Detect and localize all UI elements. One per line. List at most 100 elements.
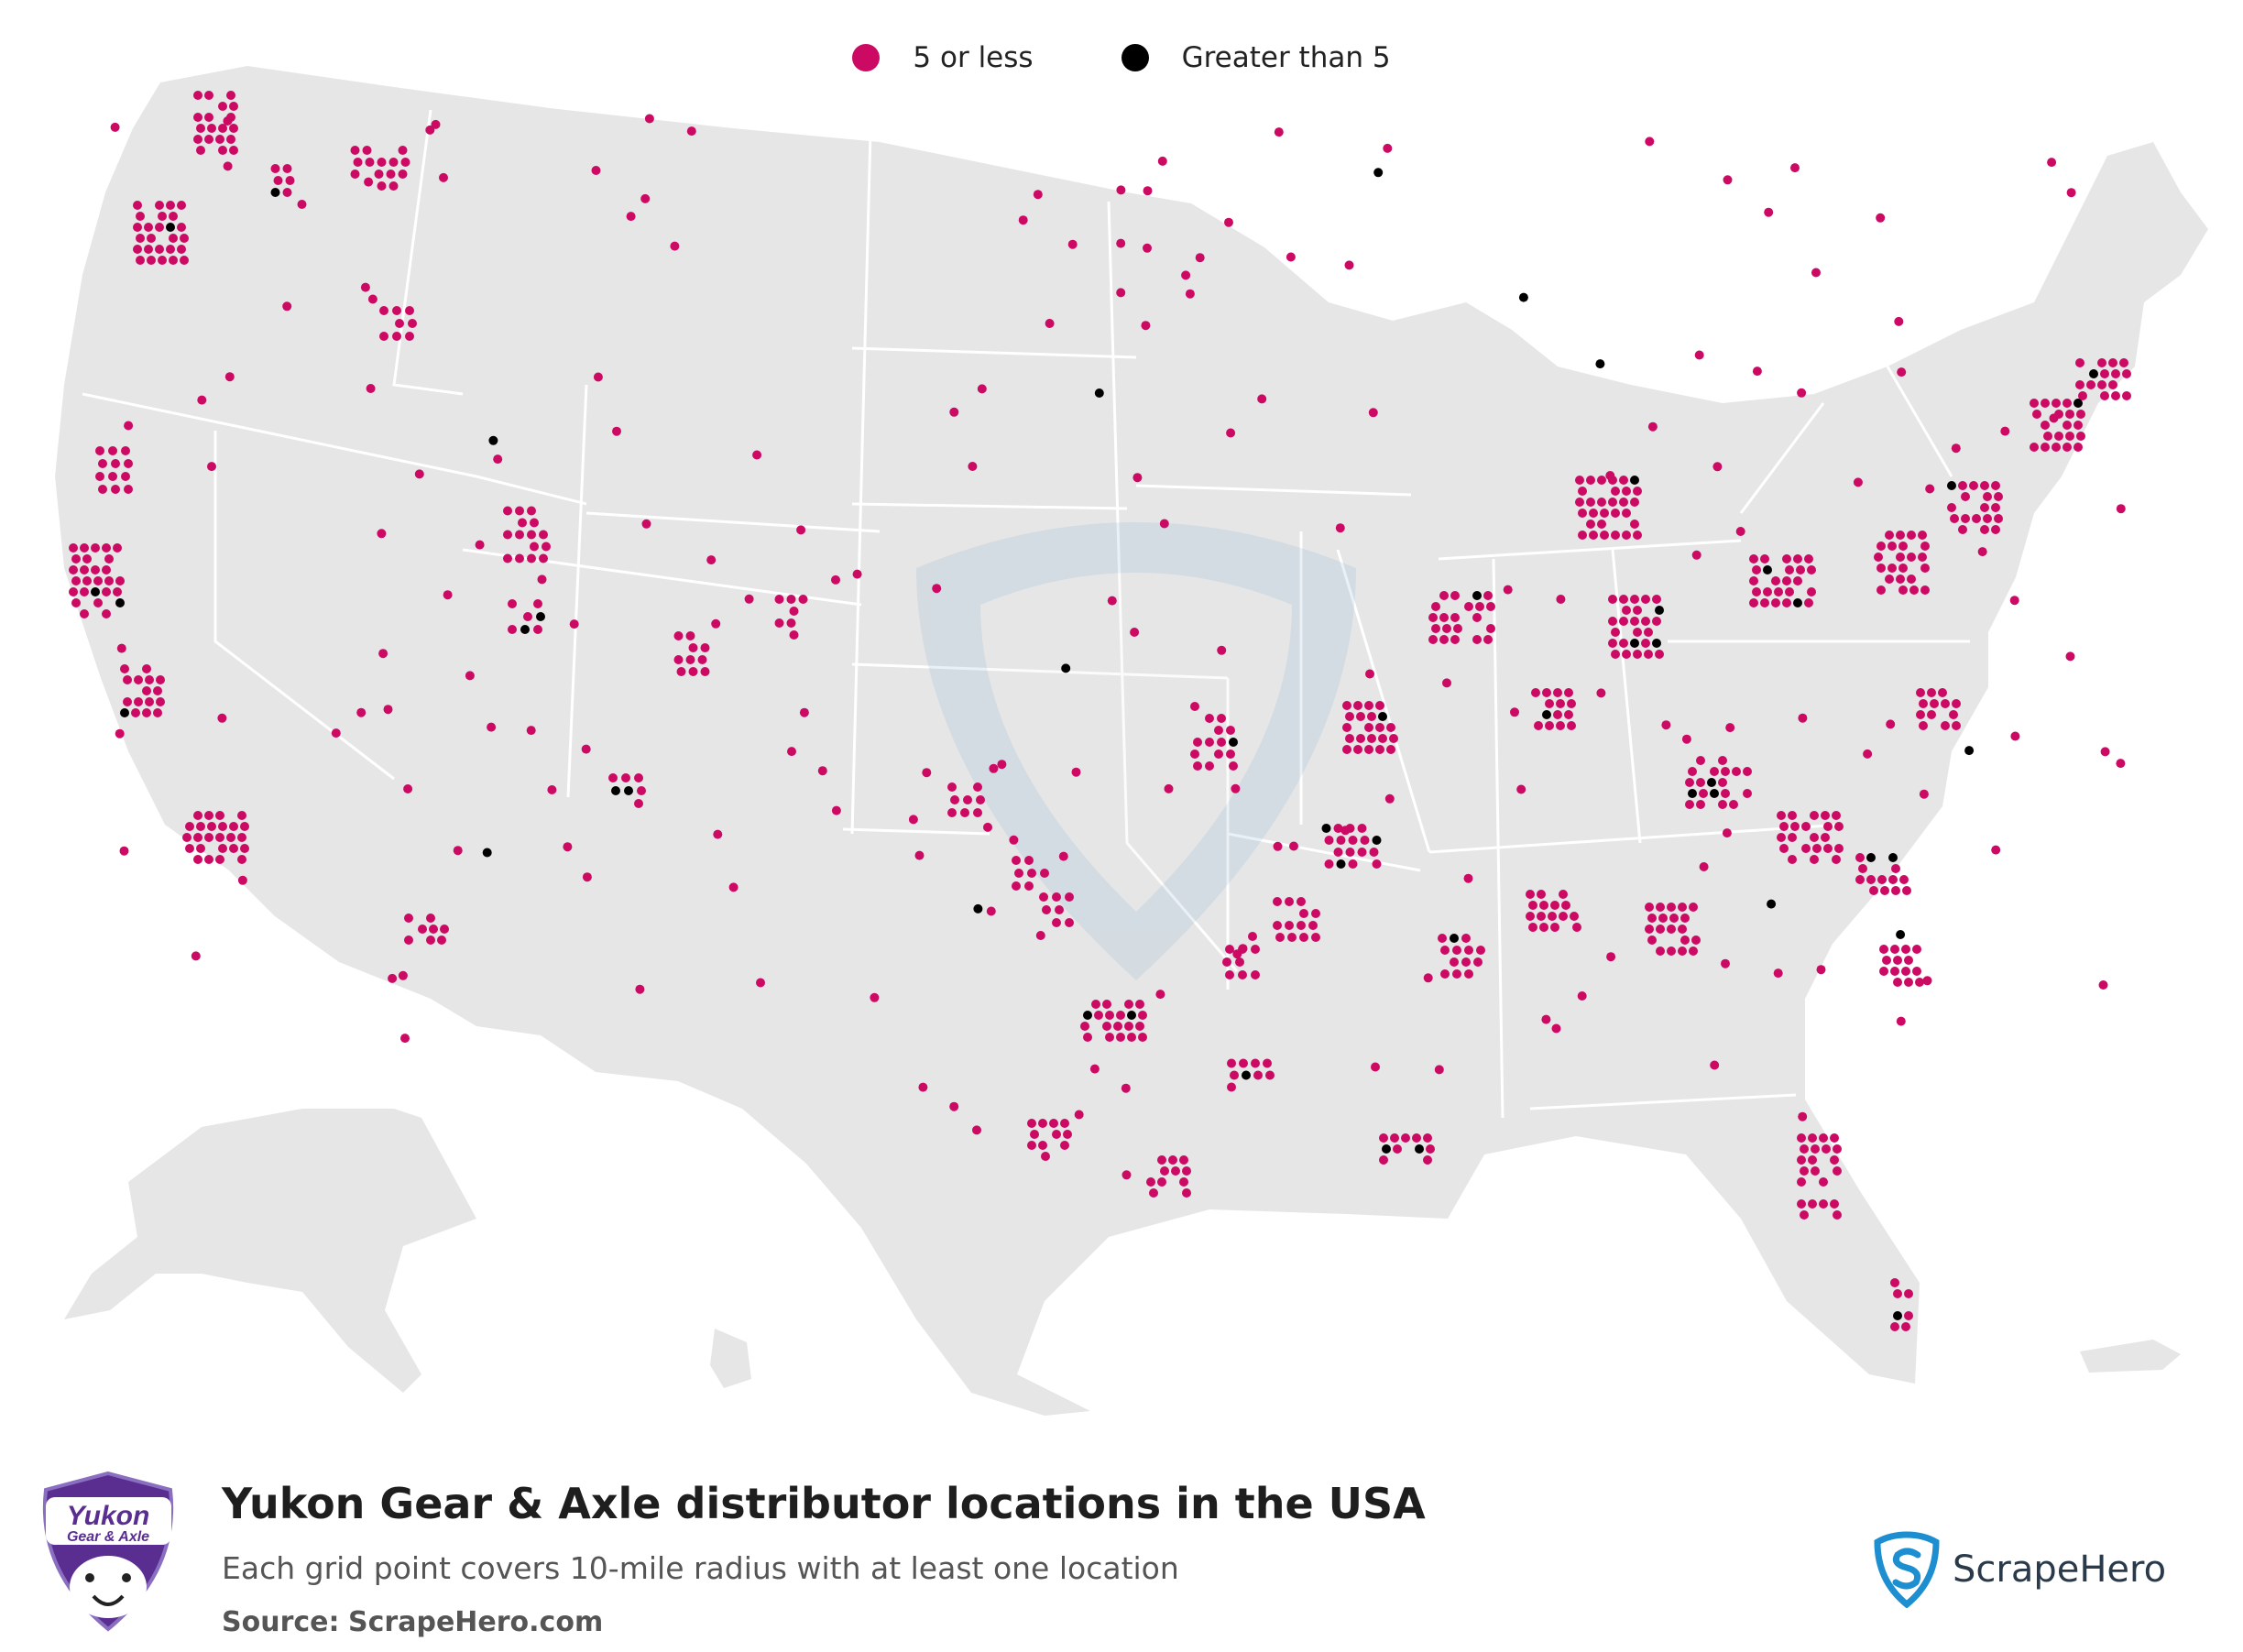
location-point-low (383, 705, 393, 715)
location-point-low (1622, 650, 1631, 659)
location-point-low (1439, 613, 1449, 622)
location-point-low (1450, 591, 1460, 600)
location-point-low (124, 485, 133, 494)
location-point-low (1012, 856, 1021, 865)
location-point-low (2100, 747, 2110, 757)
location-point-low (626, 212, 636, 222)
location-point-low (403, 784, 413, 793)
location-point-low (640, 193, 651, 203)
location-point-low (1589, 531, 1598, 540)
location-point-low (108, 472, 117, 481)
location-point-low (1785, 587, 1794, 596)
location-point-low (147, 256, 156, 265)
location-point-low (193, 135, 202, 144)
location-point-low (515, 553, 524, 563)
location-point-low (1777, 833, 1786, 842)
location-point-low (1644, 628, 1653, 637)
location-point-low (1779, 844, 1789, 853)
location-point-low (182, 833, 191, 842)
location-point-low (226, 91, 235, 100)
location-point-low (1195, 253, 1205, 263)
location-point-low (1251, 970, 1260, 979)
location-point-low (515, 506, 524, 516)
location-point-low (1894, 316, 1904, 326)
location-point-low (93, 598, 103, 607)
location-point-low (2065, 432, 2074, 441)
location-point-low (196, 146, 205, 155)
location-point-low (1641, 617, 1650, 626)
location-point-low (1822, 1144, 1831, 1154)
location-point-low (1977, 547, 1987, 557)
location-point-low (1788, 855, 1797, 864)
location-point-low (1920, 585, 1930, 595)
location-point-low (1367, 734, 1376, 743)
location-point-low (215, 833, 224, 842)
location-point-low (131, 708, 140, 717)
location-point-low (185, 822, 194, 831)
location-point-low (1980, 503, 1989, 512)
location-point-low (831, 805, 841, 815)
location-point-low (404, 935, 413, 945)
location-point-low (1401, 1133, 1410, 1143)
location-point-low (1116, 238, 1126, 248)
location-point-low (1143, 243, 1152, 253)
location-point-low (1941, 699, 1950, 708)
location-point-low (193, 113, 202, 122)
location-point-low (360, 282, 370, 292)
location-point-low (453, 846, 463, 856)
location-point-low (145, 675, 154, 684)
location-point-low (408, 319, 417, 328)
location-point-low (1641, 595, 1650, 604)
location-point-low (285, 176, 295, 185)
location-point-low (1383, 143, 1393, 153)
location-point-low (634, 773, 643, 782)
location-point-low (1149, 1188, 1158, 1198)
location-point-low (1124, 1000, 1133, 1009)
location-point-low (1606, 952, 1616, 962)
location-point-low (1486, 624, 1495, 633)
location-point-low (1608, 498, 1617, 507)
location-point-low (204, 91, 213, 100)
location-point-low (134, 675, 143, 684)
location-point-low (1464, 602, 1473, 611)
location-point-low (1952, 699, 1961, 708)
location-point-low (1807, 565, 1816, 574)
location-point-low (1853, 477, 1863, 487)
location-point-low (1779, 822, 1789, 831)
location-point-low (91, 565, 100, 574)
location-point-low (1297, 897, 1306, 906)
location-point-low (989, 763, 999, 773)
location-point-low (1752, 367, 1762, 377)
location-point-low (1440, 946, 1450, 955)
location-point-low (1994, 492, 2003, 501)
location-point-low (1486, 602, 1495, 611)
location-point-low (1678, 946, 1687, 956)
location-point-low (1375, 745, 1384, 754)
location-point-low (1685, 778, 1694, 787)
location-point-low (1898, 585, 1908, 595)
location-point-low (1729, 800, 1738, 809)
location-point-low (1622, 606, 1631, 615)
location-point-low (1138, 1033, 1147, 1042)
location-point-low (1564, 688, 1573, 697)
location-point-low (144, 223, 153, 232)
location-point-low (1735, 527, 1745, 536)
location-point-low (1450, 613, 1460, 622)
map-area (55, 66, 2208, 1416)
location-point-low (353, 158, 363, 167)
location-point-low (1463, 873, 1473, 883)
location-point-low (1611, 509, 1620, 518)
location-point-low (142, 686, 151, 695)
location-point-low (1725, 723, 1735, 733)
location-point-low (1364, 723, 1373, 732)
location-point-low (673, 631, 684, 640)
location-point-low (431, 119, 441, 129)
location-point-low (82, 576, 92, 585)
location-point-low (670, 241, 680, 251)
location-point-low (364, 177, 374, 187)
location-point-low (870, 992, 880, 1002)
hawaii-shape (710, 1329, 751, 1388)
location-point-low (110, 122, 120, 132)
location-point-low (153, 708, 162, 717)
location-point-high (488, 435, 498, 445)
